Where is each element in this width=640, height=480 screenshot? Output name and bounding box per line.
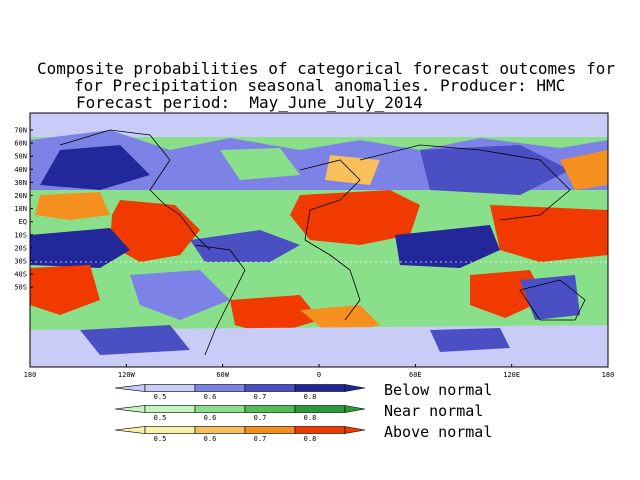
lon-label: 0 [317, 371, 321, 379]
south-atlantic-above [230, 295, 320, 335]
lat-label: EQ [19, 218, 27, 226]
west-pacific-above [490, 205, 608, 262]
title-line-2: for Precipitation seasonal anomalies. Pr… [74, 76, 566, 95]
legend-near-left-arrow [114, 405, 146, 413]
longitude-axis: 180 120W 60W 0 60E 120E 180 [24, 364, 615, 379]
lat-label: 10S [14, 231, 27, 239]
legend-above-tick: 0.6 [204, 435, 217, 443]
lat-label: 70N [14, 127, 27, 135]
legend-near-swatch [144, 405, 196, 413]
legend-below-tick: 0.8 [304, 393, 317, 401]
lat-label: 40S [14, 271, 27, 279]
legend-below-tick: 0.7 [254, 393, 267, 401]
legend-above-swatch [294, 426, 346, 434]
chart-title: Composite probabilities of categorical f… [0, 60, 640, 128]
legend-above-label: Above normal [384, 423, 493, 441]
lat-label: 20N [14, 192, 27, 200]
lon-label: 120E [503, 371, 520, 379]
north-america-coast [59, 129, 211, 251]
lon-label: 180 [602, 371, 615, 379]
legend-above-tick: 0.5 [154, 435, 167, 443]
legend-near-right-arrow [344, 405, 366, 413]
legend-above-swatch [194, 426, 246, 434]
legend-near-label: Near normal [384, 402, 484, 420]
legend-below-swatch [144, 384, 196, 392]
legend-below-tick: 0.5 [154, 393, 167, 401]
legend-above-swatch [144, 426, 196, 434]
lat-label: 50N [14, 153, 27, 161]
lon-label: 60W [216, 371, 229, 379]
lon-label: 180 [24, 371, 37, 379]
lat-label: 30N [14, 179, 27, 187]
legend-below-swatch [194, 384, 246, 392]
atlantic-near [220, 148, 300, 180]
eurasia-coast [359, 144, 571, 221]
asia-below [420, 145, 570, 195]
legend-near-swatch [244, 405, 296, 413]
legend-below-right-arrow [344, 384, 366, 392]
south-america-coast [194, 244, 246, 356]
legend-below-label: Below normal [384, 381, 493, 399]
africa-coast [299, 159, 361, 321]
lat-label: 50S [14, 284, 27, 292]
legend-above-tick: 0.8 [304, 435, 317, 443]
nw-pacific-above [560, 150, 608, 190]
legend-near-tick: 0.6 [204, 414, 217, 422]
pacific-below [30, 228, 130, 268]
legend-near-tick: 0.8 [304, 414, 317, 422]
lat-label: 60N [14, 140, 27, 148]
sahel-above [290, 190, 420, 245]
indian-ocean-below [395, 225, 500, 268]
europe-above [325, 155, 380, 185]
legend-below-swatch [244, 384, 296, 392]
title-line-1: Composite probabilities of categorical f… [37, 59, 615, 78]
lon-label: 120W [118, 371, 136, 379]
lat-label: 10N [14, 205, 27, 213]
legend-below-swatch [294, 384, 346, 392]
subtropical-below [130, 270, 230, 320]
central-america-above [110, 200, 200, 262]
legend-below-left-arrow [114, 384, 146, 392]
legend-bars: 0.5 0.6 0.7 0.8 0.5 0.6 0.7 0.8 0.5 0.6 0.7 0.8 [114, 384, 366, 443]
lat-label: 40N [14, 166, 27, 174]
southern-below-2 [430, 328, 510, 352]
south-pacific-above [30, 265, 100, 315]
lat-label: 20S [14, 244, 27, 252]
legend-above-right-arrow [344, 426, 366, 434]
lon-label: 60E [409, 371, 422, 379]
legend-above-tick: 0.7 [254, 435, 267, 443]
south-america-below [190, 230, 300, 262]
lat-label: 30S [14, 258, 27, 266]
legend-near-swatch [294, 405, 346, 413]
legend-below-tick: 0.6 [204, 393, 217, 401]
legend-near-swatch [194, 405, 246, 413]
legend-above-left-arrow [114, 426, 146, 434]
latitude-axis: 70N 60N 50N 40N 30N 20N 10N EQ 10S 20S 30S 40S 50S [14, 127, 33, 292]
probability-field [30, 113, 608, 367]
legend-above-swatch [244, 426, 296, 434]
coastlines [59, 129, 586, 356]
southern-below-1 [80, 325, 190, 355]
east-pacific-above [35, 192, 110, 220]
legend-near-tick: 0.7 [254, 414, 267, 422]
arctic-band [30, 113, 608, 137]
legend-near-tick: 0.5 [154, 414, 167, 422]
australia-coast [519, 279, 586, 321]
title-line-3: Forecast period: May_June_July_2014 [76, 93, 423, 112]
north-america-below [40, 145, 150, 190]
